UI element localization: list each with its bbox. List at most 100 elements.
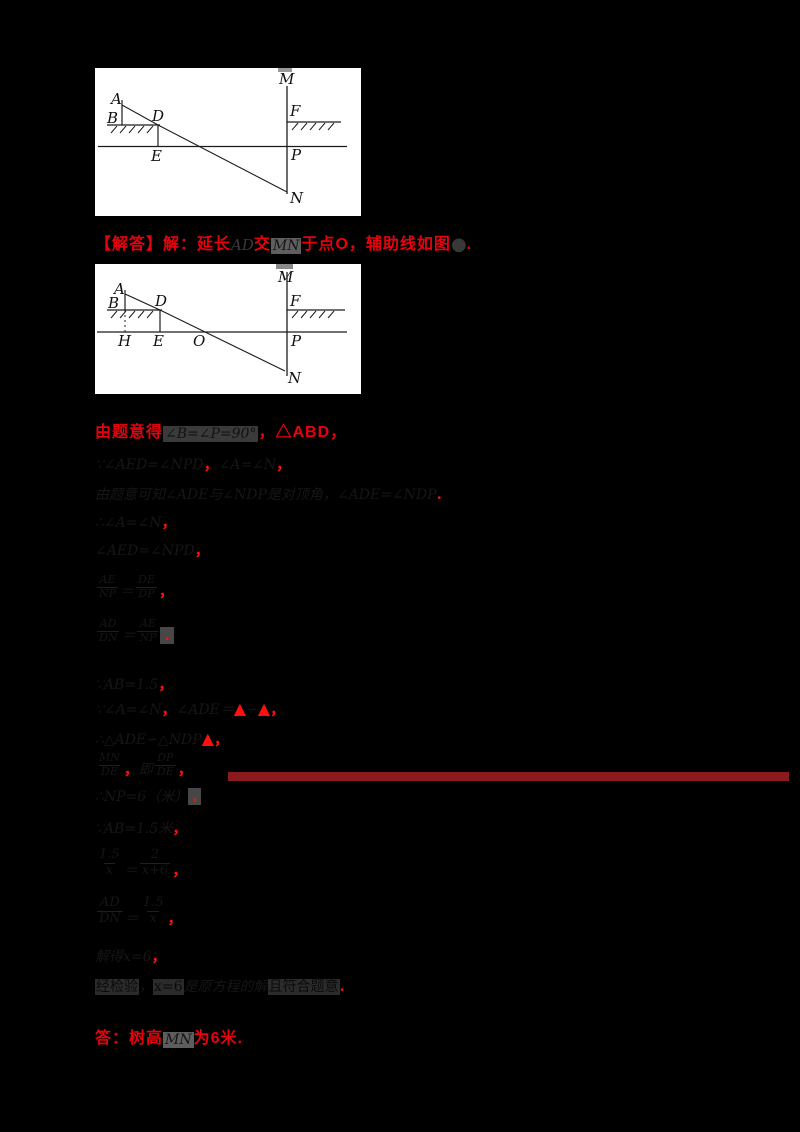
solution-heading: 【解答】解：延长 AD 交 MN 于点O，辅助线如图 ●. [95, 236, 473, 255]
math-line: ∴∠A=∠N， [95, 513, 177, 532]
figure1-label-B: B [106, 109, 118, 127]
text-segment: 是原方程的解 [183, 979, 268, 996]
text-segment: ∠AED=∠NPD [95, 543, 195, 560]
text-segment: 交 [253, 236, 271, 253]
text-segment: ∴NP=6（米） [95, 789, 189, 806]
text-segment: ∠A=∠N [218, 457, 277, 474]
figure1-label-N: N [289, 189, 304, 207]
text-segment: 解得x=6 [95, 949, 152, 966]
text-segment: 由题意可知∠ADE与∠NDP是对顶角，∠ADE=∠NDP [95, 487, 437, 504]
text-segment: ∽ [246, 702, 258, 719]
fraction: MN DE [99, 751, 120, 778]
text-segment: ∠B=∠P=90° [163, 426, 259, 443]
text-segment: 且符合题意 [267, 979, 340, 996]
fraction: 2 x+6 [139, 847, 171, 878]
text-segment: 经检验 [95, 979, 139, 996]
text-segment: 答：树高 [95, 1030, 164, 1047]
text-segment: ∵∠AED=∠NPD [95, 457, 204, 474]
text-segment: ， [139, 979, 153, 996]
math-line: ∠AED=∠NPD， [95, 541, 210, 560]
figure1-label-A: A [109, 90, 122, 108]
math-line: 1.5 x ＝ 2 x+6， [95, 847, 188, 879]
fraction: 1.5 x [142, 895, 164, 926]
math-line: AD DN ＝ AE NP. [95, 617, 174, 645]
figure2-label-H: H [117, 332, 132, 350]
text-segment: ＝ [121, 628, 136, 645]
text-segment: ， [161, 700, 177, 719]
figure1-label-P: P [290, 146, 302, 164]
text-segment: . [466, 236, 473, 253]
math-line: ∵∠A=∠N， ∠ADE＝ ▲ ∽ ▲， [95, 699, 286, 719]
math-line: AE NP ＝ DE DP， [95, 573, 174, 601]
smudge [278, 68, 292, 72]
bank-right-hatching [291, 122, 335, 131]
text-segment: ， [161, 513, 177, 531]
math-line: ∵∠AED=∠NPD， ∠A=∠N， [95, 455, 291, 474]
text-segment: ， [213, 730, 229, 749]
fraction: AE NP [137, 617, 159, 644]
text-segment: ， [151, 947, 167, 965]
text-segment: ，△ABD， [258, 424, 348, 441]
bank-left-hatching [110, 125, 154, 134]
red-triangle-icon: ▲ [257, 699, 271, 718]
text-segment: MN [163, 1032, 194, 1049]
answer-line: 答：树高 MN 为6米. [95, 1030, 243, 1049]
fraction: DP DE [154, 751, 176, 778]
red-triangle-icon: ▲ [201, 729, 214, 748]
text-segment: ， [270, 700, 286, 719]
text-segment: ， [172, 819, 188, 837]
text-segment: ∠ADE＝ [176, 702, 234, 719]
text-segment: . [339, 977, 345, 995]
text-segment: ＝ [123, 862, 138, 879]
figure2-label-B: B [107, 294, 119, 312]
text-segment: MN [270, 238, 302, 255]
text-segment: . [188, 787, 202, 806]
text-segment: ∴∠A=∠N [95, 515, 162, 532]
figure2-label-F: F [289, 292, 301, 310]
figure2-label-M: M [277, 268, 294, 286]
text-segment: 为6米. [193, 1030, 243, 1047]
figure1-label-M: M [278, 70, 295, 88]
text-segment: ， [123, 760, 139, 779]
math-line: 解得x=6， [95, 947, 167, 966]
fraction: AD DN [97, 617, 120, 644]
text-segment: ， [194, 541, 210, 559]
text-segment: ， [177, 760, 193, 779]
text-segment: ， [203, 455, 219, 473]
figure-2: M F P A B D E H O N [95, 264, 361, 394]
math-line: AD DN ＝ 1.5 x， [95, 895, 183, 927]
text-segment: ＝ [124, 910, 139, 927]
figure1-label-E: E [150, 147, 162, 165]
figure2-label-E: E [152, 332, 164, 350]
text-segment: ， [172, 860, 188, 879]
text-segment: ， [158, 675, 174, 693]
math-line: 由题意可知∠ADE与∠NDP是对顶角，∠ADE=∠NDP. [95, 485, 442, 504]
sightline-AN [124, 293, 286, 372]
red-divider-line [228, 772, 789, 781]
text-segment: . [436, 485, 442, 503]
text-segment: ＝ [120, 584, 135, 601]
bank-left-hatching [110, 310, 154, 319]
text-segment: 于点O，辅助线如图 [301, 236, 451, 253]
text-segment: 【解答】解：延长 [95, 236, 232, 253]
smudge [276, 264, 293, 269]
text-segment: x=6 [153, 979, 184, 996]
text-segment: ∴△ADE∽△NDP [95, 732, 202, 749]
fraction: AE NP [97, 573, 119, 600]
fraction: 1.5 x [99, 847, 120, 878]
figure2-label-A: A [112, 280, 125, 298]
fraction: DE DP [136, 573, 157, 600]
figure2-label-D: D [154, 292, 167, 310]
text-segment: ， [158, 582, 174, 601]
math-line: MN DE，即 DP DE， [95, 751, 193, 779]
text-segment: ∵AB=1.5 [95, 677, 159, 694]
sightline-AN [121, 104, 288, 193]
red-triangle-icon: ▲ [233, 699, 247, 718]
math-line: ∴△ADE∽△NDP ▲， [95, 729, 229, 749]
text-segment: 由题意得 [95, 424, 164, 441]
figure2-label-O: O [193, 332, 205, 350]
math-line: ∵AB=1.5米， [95, 819, 188, 837]
text-segment: 即 [138, 762, 153, 779]
figure-1: M F P A B D E N [95, 68, 361, 216]
